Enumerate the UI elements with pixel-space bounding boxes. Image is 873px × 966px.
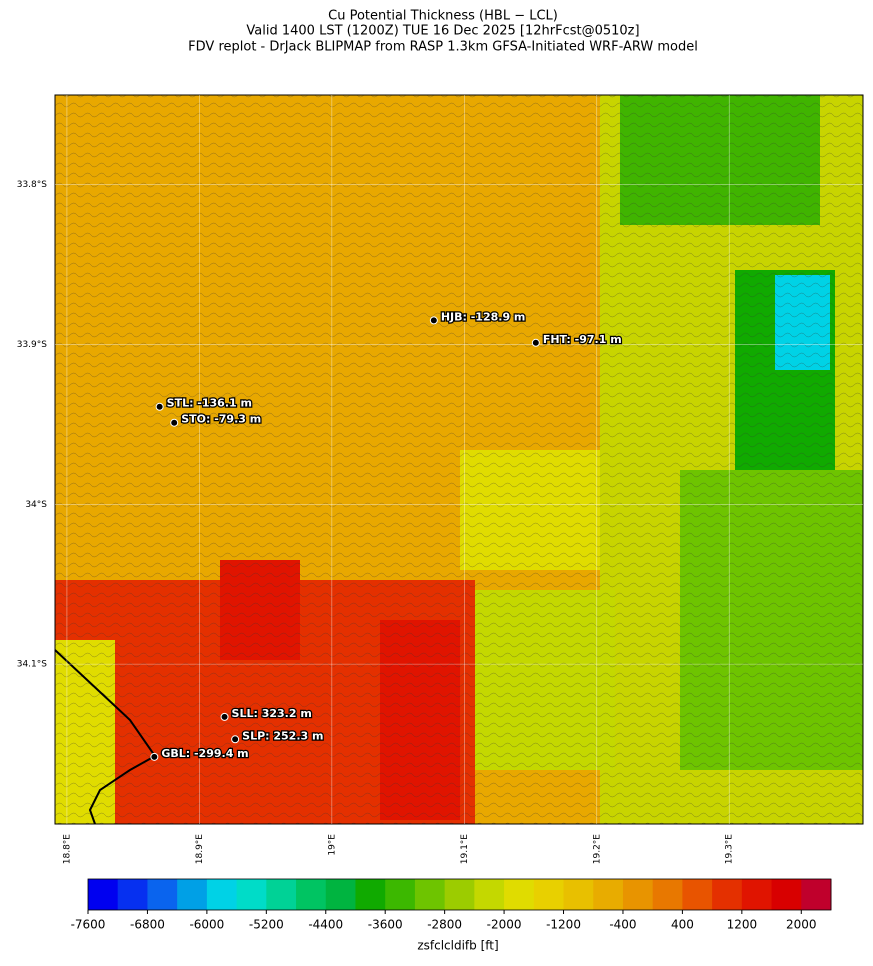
chart-subtitle: Valid 1400 LST (1200Z) TUE 16 Dec 2025 [… (246, 24, 639, 39)
station-marker (531, 338, 540, 347)
colorbar-swatch (385, 879, 416, 910)
colorbar-swatch (206, 879, 238, 910)
y-tick-label: 33.9°S (17, 340, 48, 350)
colorbar-tick-label: -400 (609, 918, 636, 932)
chart-subtitle: FDV replot - DrJack BLIPMAP from RASP 1.… (188, 40, 698, 55)
colorbar-swatch (296, 879, 327, 910)
colorbar-label: zsfclcldifb [ft] (417, 939, 498, 953)
map-frame (54, 94, 864, 825)
colorbar-swatch (504, 879, 535, 910)
colorbar-tick-label: 400 (671, 918, 694, 932)
y-tick-label: 34°S (25, 500, 47, 510)
colorbar-tick-label: -5200 (249, 918, 284, 932)
colorbar-tick-label: 1200 (727, 918, 758, 932)
colorbar-swatch (682, 879, 713, 910)
station-marker (150, 752, 159, 761)
x-tick-label: 19.1°E (460, 834, 470, 865)
colorbar-swatch (622, 879, 654, 910)
colorbar-swatch (444, 879, 475, 910)
colorbar-swatch (117, 879, 148, 910)
station-marker (220, 712, 229, 721)
colorbar-swatch (177, 879, 208, 910)
colorbar-swatch (414, 879, 446, 910)
colorbar-swatch (563, 879, 594, 910)
x-tick-label: 19°E (327, 834, 337, 856)
station-label: SLP: 252.3 m (242, 729, 323, 742)
colorbar-tick-label: -7600 (71, 918, 106, 932)
colorbar-tick-label: -2800 (427, 918, 462, 932)
station-marker (429, 316, 438, 325)
colorbar-tick-label: -3600 (368, 918, 403, 932)
x-tick-label: 18.8°E (62, 834, 72, 865)
y-tick-label: 34.1°S (17, 660, 48, 670)
station-label: GBL: -299.4 m (161, 747, 248, 760)
colorbar-swatch (533, 879, 565, 910)
x-tick-label: 19.3°E (725, 834, 735, 865)
station-label: HJB: -128.9 m (441, 310, 526, 323)
station-label: STO: -79.3 m (181, 413, 261, 426)
colorbar-tick-label: -1200 (546, 918, 581, 932)
station-label: STL: -136.1 m (167, 397, 252, 410)
colorbar-tick-label: 2000 (786, 918, 817, 932)
colorbar-swatch (147, 879, 178, 910)
map-background (55, 95, 863, 824)
station-marker (170, 418, 179, 427)
station-marker (231, 735, 240, 744)
colorbar-swatch (88, 879, 119, 910)
colorbar-tick-label: -4400 (308, 918, 343, 932)
x-tick-label: 19.2°E (592, 834, 602, 865)
colorbar-tick-label: -6800 (130, 918, 165, 932)
y-tick-label: 33.8°S (17, 180, 48, 190)
colorbar-swatch (652, 879, 683, 910)
colorbar-swatch (325, 879, 356, 910)
station-label: FHT: -97.1 m (543, 333, 622, 346)
colorbar-swatch (741, 879, 773, 910)
colorbar-tick-label: -6000 (189, 918, 224, 932)
station-marker (155, 402, 164, 411)
colorbar-swatch (474, 879, 505, 910)
colorbar-swatch (355, 879, 386, 910)
colorbar-tick-label: -2000 (487, 918, 522, 932)
colorbar-frame (87, 878, 832, 911)
colorbar-swatch (593, 879, 624, 910)
colorbar-swatch (771, 879, 802, 910)
colorbar-swatch (236, 879, 267, 910)
station-label: SLL: 323.2 m (232, 707, 312, 720)
coastline (54, 649, 157, 825)
colorbar-swatch (266, 879, 297, 910)
colorbar-swatch (712, 879, 743, 910)
chart-title: Cu Potential Thickness (HBL − LCL) (328, 9, 558, 24)
x-tick-label: 18.9°E (195, 834, 205, 865)
colorbar-swatch (801, 879, 832, 910)
